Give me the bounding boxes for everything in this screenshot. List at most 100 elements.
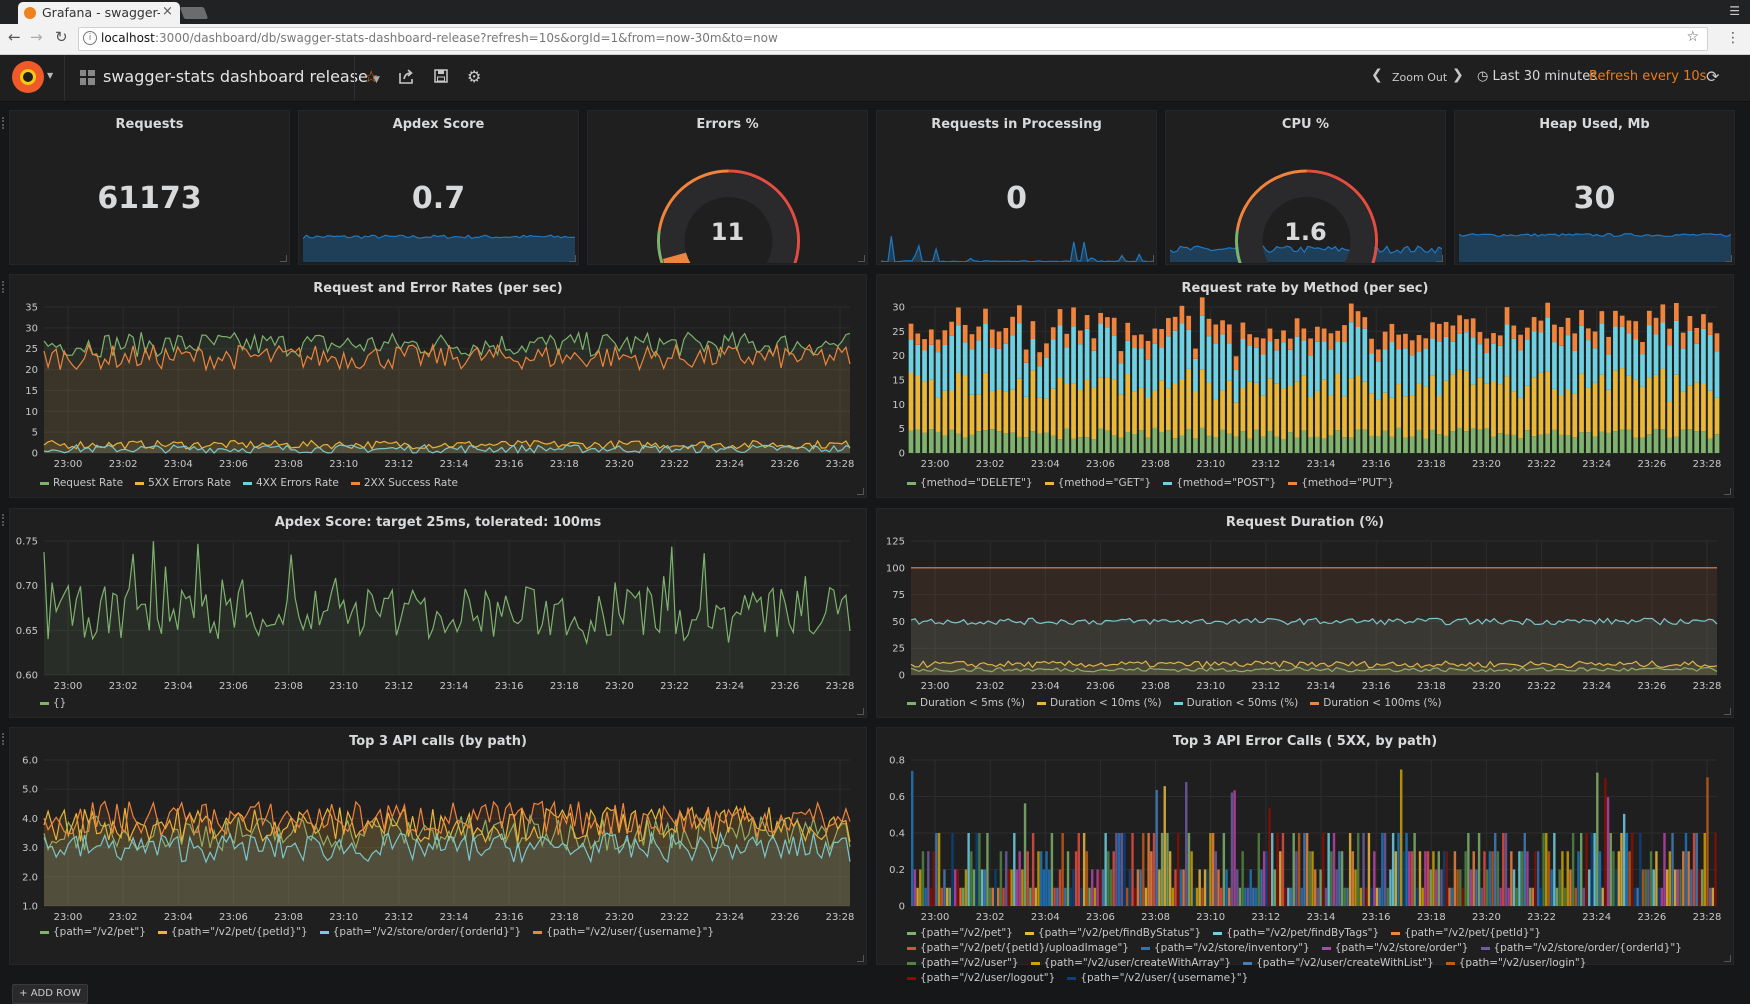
legend-item[interactable]: {path="/v2/pet"}: [40, 926, 146, 938]
legend-item[interactable]: {path="/v2/store/order/{orderId}"}: [319, 926, 521, 938]
stat-panel-cpu[interactable]: CPU % 1.6: [1165, 110, 1446, 265]
window-menu-icon[interactable]: ☰: [1729, 4, 1740, 18]
legend-item[interactable]: Duration < 10ms (%): [1036, 697, 1162, 709]
zoom-out-button[interactable]: Zoom Out: [1392, 71, 1448, 84]
legend-item[interactable]: {}: [40, 697, 66, 709]
legend-item[interactable]: {path="/v2/store/inventory"}: [1141, 941, 1310, 956]
grafana-logo-icon[interactable]: [12, 61, 44, 93]
error-bar: [1485, 869, 1489, 906]
chevron-right-icon[interactable]: ❯: [1452, 67, 1464, 83]
legend-item[interactable]: {method="DELETE"}: [907, 477, 1033, 489]
legend-item[interactable]: {path="/v2/user/{username}"}: [1067, 971, 1248, 986]
legend-item[interactable]: {path="/v2/pet/{petId}"}: [1391, 926, 1541, 941]
legend-item[interactable]: {path="/v2/user/createWithList"}: [1243, 956, 1434, 971]
legend-item[interactable]: {path="/v2/store/order"}: [1321, 941, 1469, 956]
graph-panel-top-api-calls[interactable]: Top 3 API calls (by path) 1.0 2.0 3.0 4.0 5.…: [9, 727, 867, 965]
legend-item[interactable]: {path="/v2/user/{username}"}: [533, 926, 714, 938]
bar-segment: [1172, 382, 1178, 439]
legend-item[interactable]: {path="/v2/pet/{petId}/uploadImage"}: [907, 941, 1129, 956]
legend-item[interactable]: {path="/v2/user"}: [907, 956, 1019, 971]
legend-item[interactable]: {method="GET"}: [1044, 477, 1151, 489]
graph-panel-request-duration[interactable]: Request Duration (%) 0 25 50 75 100 125 23:00 2…: [876, 508, 1734, 718]
back-arrow-icon[interactable]: ←: [8, 28, 21, 46]
error-bar: [1021, 869, 1024, 906]
error-bar: [1547, 851, 1551, 906]
legend-item[interactable]: {method="POST"}: [1163, 477, 1276, 489]
share-icon[interactable]: [399, 69, 415, 84]
row-handle[interactable]: [2, 117, 8, 129]
dashboard-title[interactable]: swagger-stats dashboard release ▼: [103, 67, 380, 86]
forward-arrow-icon[interactable]: →: [30, 28, 43, 46]
row-handle[interactable]: [2, 514, 8, 526]
save-icon[interactable]: [434, 69, 448, 83]
error-bar: [1354, 869, 1357, 906]
legend-item[interactable]: {path="/v2/pet/{petId}"}: [157, 926, 308, 938]
error-bar: [1467, 833, 1470, 906]
legend-item[interactable]: 5XX Errors Rate: [135, 477, 231, 489]
bookmark-star-icon[interactable]: ☆: [1686, 29, 1699, 45]
new-tab-button[interactable]: [179, 7, 209, 19]
error-bar: [1249, 869, 1252, 906]
row-handle[interactable]: [2, 733, 8, 745]
stat-panel-heap[interactable]: Heap Used, Mb 30: [1454, 110, 1735, 265]
legend-item[interactable]: Request Rate: [40, 477, 123, 489]
error-bar: [945, 887, 949, 906]
error-bar: [1262, 851, 1266, 906]
legend-item[interactable]: Duration < 5ms (%): [907, 697, 1025, 709]
settings-gear-icon[interactable]: ⚙: [467, 67, 482, 86]
error-bar: [1179, 869, 1183, 906]
x-tick-label: 23:22: [660, 681, 689, 692]
legend-item[interactable]: {path="/v2/user/logout"}: [907, 971, 1055, 986]
browser-menu-icon[interactable]: ⋮: [1726, 30, 1740, 46]
bar-segment: [1599, 431, 1605, 453]
legend-item[interactable]: 2XX Success Rate: [350, 477, 458, 489]
caret-down-icon[interactable]: ▼: [47, 71, 54, 80]
refresh-icon[interactable]: ⟳: [1706, 67, 1720, 86]
chevron-left-icon[interactable]: ❮: [1371, 67, 1383, 83]
legend-item[interactable]: {path="/v2/user/login"}: [1445, 956, 1586, 971]
refresh-interval[interactable]: Refresh every 10s: [1589, 69, 1707, 84]
close-tab-icon[interactable]: ×: [162, 4, 173, 19]
error-bar: [1233, 790, 1236, 906]
legend-item[interactable]: {path="/v2/user/createWithArray"}: [1030, 956, 1231, 971]
bar-segment: [1044, 432, 1049, 453]
time-picker[interactable]: ◷ Last 30 minutes: [1477, 69, 1597, 84]
bar-segment: [942, 390, 948, 436]
grafana-favicon-icon: [24, 7, 36, 19]
legend-item[interactable]: {path="/v2/pet/findByTags"}: [1213, 926, 1379, 941]
x-tick-label: 23:10: [329, 459, 358, 470]
info-icon[interactable]: i: [83, 31, 97, 45]
y-tick-label: 5: [899, 424, 905, 435]
legend-item[interactable]: 4XX Errors Rate: [242, 477, 339, 489]
browser-tab[interactable]: Grafana - swagger-stats ×: [18, 2, 180, 24]
star-icon[interactable]: ☆: [364, 67, 379, 86]
legend-item[interactable]: {path="/v2/pet/findByStatus"}: [1024, 926, 1201, 941]
graph-panel-request-rate-by-method[interactable]: Request rate by Method (per sec) 0 5 10 15 2…: [876, 274, 1734, 498]
legend-item[interactable]: {path="/v2/store/order/{orderId}"}: [1480, 941, 1682, 956]
bar-segment: [1342, 341, 1347, 397]
row-handle[interactable]: [2, 281, 8, 293]
bar-segment: [1145, 340, 1151, 360]
legend-item[interactable]: {method="PUT"}: [1288, 477, 1394, 489]
bar-segment: [1003, 391, 1009, 434]
bar-segment: [1010, 316, 1015, 336]
graph-panel-apdex-score[interactable]: Apdex Score: target 25ms, tolerated: 100…: [9, 508, 867, 718]
stat-panel-apdex[interactable]: Apdex Score 0.7: [298, 110, 579, 265]
bar-segment: [1423, 438, 1429, 453]
legend-item[interactable]: {path="/v2/pet"}: [907, 926, 1013, 941]
stat-panel-processing[interactable]: Requests in Processing 0: [876, 110, 1157, 265]
bar-segment: [1714, 434, 1720, 453]
error-bar: [1340, 851, 1344, 906]
bar-segment: [1416, 383, 1422, 430]
stat-panel-errors[interactable]: Errors % 11: [587, 110, 868, 265]
stat-panel-requests[interactable]: Requests 61173: [9, 110, 290, 265]
reload-icon[interactable]: ↻: [55, 28, 68, 46]
error-bar: [1005, 851, 1008, 906]
legend-item[interactable]: Duration < 100ms (%): [1310, 697, 1442, 709]
add-row-button[interactable]: + ADD ROW: [12, 984, 88, 1004]
error-bar: [1305, 833, 1309, 906]
address-bar[interactable]: i localhost :3000/dashboard/db/swagger-s…: [78, 27, 1708, 51]
graph-panel-request-error-rates[interactable]: Request and Error Rates (per sec) 0 5 10 15…: [9, 274, 867, 498]
legend-item[interactable]: Duration < 50ms (%): [1173, 697, 1298, 709]
